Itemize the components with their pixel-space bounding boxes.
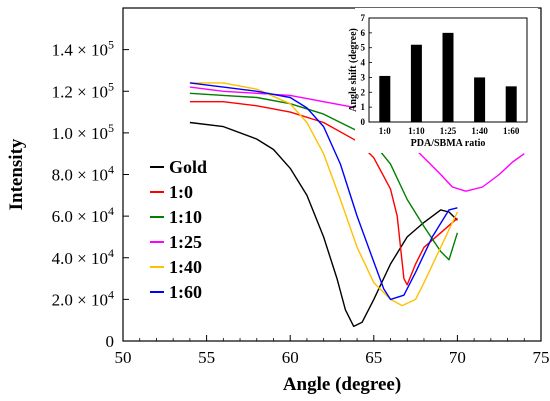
inset-x-tick-label: 1:10 [408,126,425,136]
inset-y-tick-label: 0 [361,117,366,127]
inset-y-tick-label: 6 [361,28,366,38]
x-tick-label: 75 [533,348,550,367]
legend-label: 1:0 [169,182,193,202]
y-tick-label: 2.0 × 104 [52,287,114,309]
legend-label: 1:60 [169,282,202,302]
x-tick-label: 55 [198,348,215,367]
series-line-gold [189,121,458,328]
inset-x-tick-label: 1:60 [503,126,520,136]
legend-label: Gold [169,157,207,177]
inset-bar [379,75,391,122]
legend-label: 1:10 [169,207,202,227]
y-tick-label: 4.0 × 104 [52,246,114,268]
inset-x-axis-title: PDA/SBMA ratio [411,138,486,149]
inset-bar [442,32,454,122]
inset-bar [410,44,422,122]
inset-y-tick-label: 7 [361,13,366,23]
inset-x-tick-label: 1:25 [440,126,457,136]
inset-plot: 0 1 2 3 4 5 6 7 1:0 1:10 1:25 1:40 1:60 PDA/SBMA rati… [348,8,538,153]
x-axis-title: Angle (degree) [283,374,401,395]
x-tick-label: 70 [449,348,466,367]
y-tick-label: 6.0 × 104 [52,204,114,226]
series-line-1-60 [189,82,458,301]
y-tick-label: 1.4 × 105 [52,38,114,60]
inset-y-axis-title: Angle shift (degree) [348,28,359,112]
y-tick-label: 0 [106,332,115,351]
y-tick-label: 1.0 × 105 [52,121,114,143]
x-tick-label: 60 [282,348,299,367]
x-tick-label: 50 [115,348,132,367]
inset-bar [474,77,486,122]
y-tick-label: 8.0 × 104 [52,163,114,185]
inset-y-tick-label: 2 [361,87,366,97]
series-line-1-0 [189,101,458,286]
inset-y-tick-label: 3 [361,72,366,82]
y-tick-label: 1.2 × 105 [52,79,114,101]
inset-x-tick-label: 1:40 [471,126,488,136]
inset-y-tick-label: 4 [361,58,366,68]
legend-label: 1:40 [169,257,202,277]
y-axis-title: Intensity [6,138,27,210]
legend-label: 1:25 [169,232,202,252]
inset-y-tick-label: 5 [361,43,366,53]
x-tick-label: 65 [365,348,382,367]
inset-x-tick-label: 1:0 [379,126,391,136]
inset-bar [505,86,517,122]
inset-y-tick-label: 1 [361,102,366,112]
